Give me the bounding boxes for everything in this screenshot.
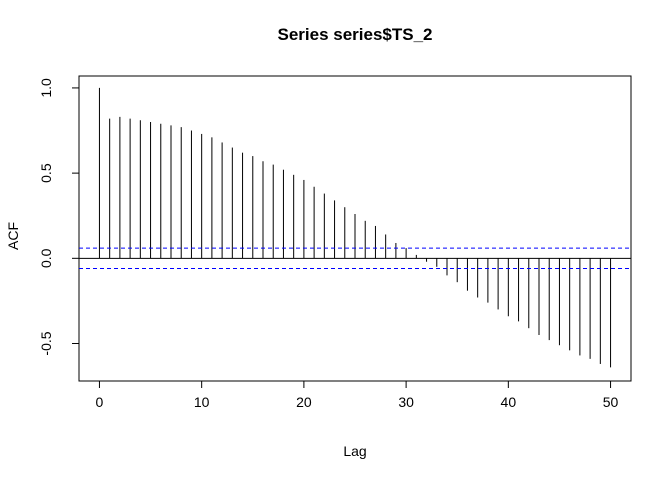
x-tick-label-30: 30	[398, 394, 414, 410]
y-axis: -0.5 0.0 0.5 1.0	[38, 78, 79, 356]
x-tick-label-40: 40	[501, 394, 517, 410]
x-tick-label-20: 20	[296, 394, 312, 410]
x-tick-label-50: 50	[603, 394, 619, 410]
x-axis: 0 10 20 30 40 50	[96, 381, 619, 410]
x-tick-label-10: 10	[194, 394, 210, 410]
y-tick-label-3: 1.0	[38, 78, 54, 98]
acf-bars	[98, 87, 612, 368]
x-tick-label-0: 0	[96, 394, 104, 410]
y-tick-label-2: 0.5	[38, 163, 54, 183]
chart-title: Series series$TS_2	[277, 25, 432, 44]
plot-frame	[78, 75, 632, 382]
x-axis-label: Lag	[343, 443, 366, 459]
reference-lines	[79, 247, 631, 270]
y-tick-label-0: -0.5	[38, 331, 54, 355]
y-tick-label-1: 0.0	[38, 248, 54, 268]
y-axis-label: ACF	[5, 222, 21, 250]
